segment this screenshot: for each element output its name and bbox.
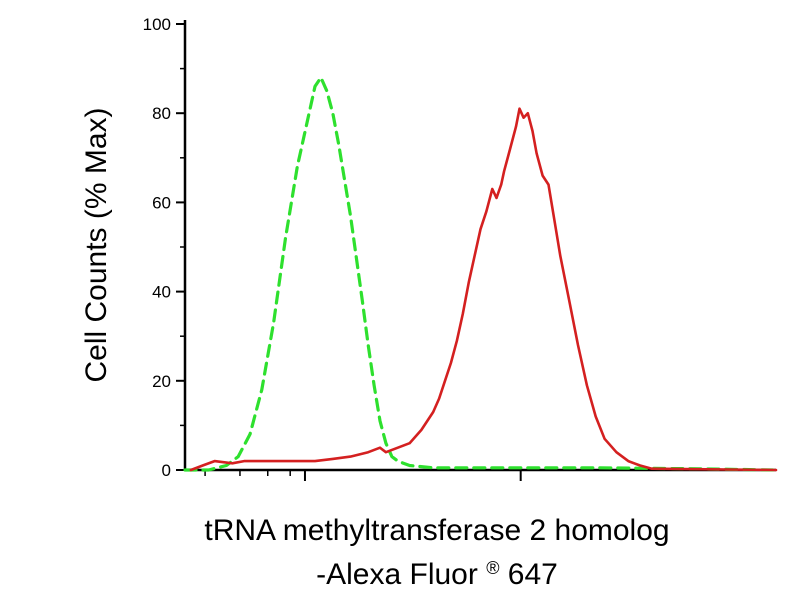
x-axis-title-line2-post: 647 bbox=[508, 558, 558, 591]
y-tick-label: 60 bbox=[152, 193, 171, 212]
y-tick-label: 20 bbox=[152, 372, 171, 391]
y-tick-label: 0 bbox=[162, 461, 171, 480]
y-tick-label: 80 bbox=[152, 104, 171, 123]
x-axis-title-line1-text: tRNA methyltransferase 2 homolog bbox=[204, 514, 669, 547]
trna-methyltransferase-2-homolog-stained-curve bbox=[189, 107, 778, 472]
y-tick-label: 100 bbox=[143, 15, 171, 34]
x-axis-title-line1: tRNA methyltransferase 2 homolog bbox=[204, 514, 669, 547]
y-axis-title: Cell Counts (% Max) bbox=[80, 107, 113, 382]
y-axis-title-text: Cell Counts (% Max) bbox=[80, 107, 113, 382]
series-group bbox=[183, 75, 778, 472]
axes: 0 20 40 60 80 100 bbox=[143, 15, 776, 481]
y-tick-label: 40 bbox=[152, 283, 171, 302]
x-axis-title-line2-pre: -Alexa Fluor bbox=[316, 558, 478, 591]
x-axis-title-line2: -Alexa Fluor ® 647 bbox=[316, 548, 558, 591]
negative-control-curve bbox=[183, 75, 778, 472]
registered-trademark-symbol: ® bbox=[486, 558, 499, 578]
